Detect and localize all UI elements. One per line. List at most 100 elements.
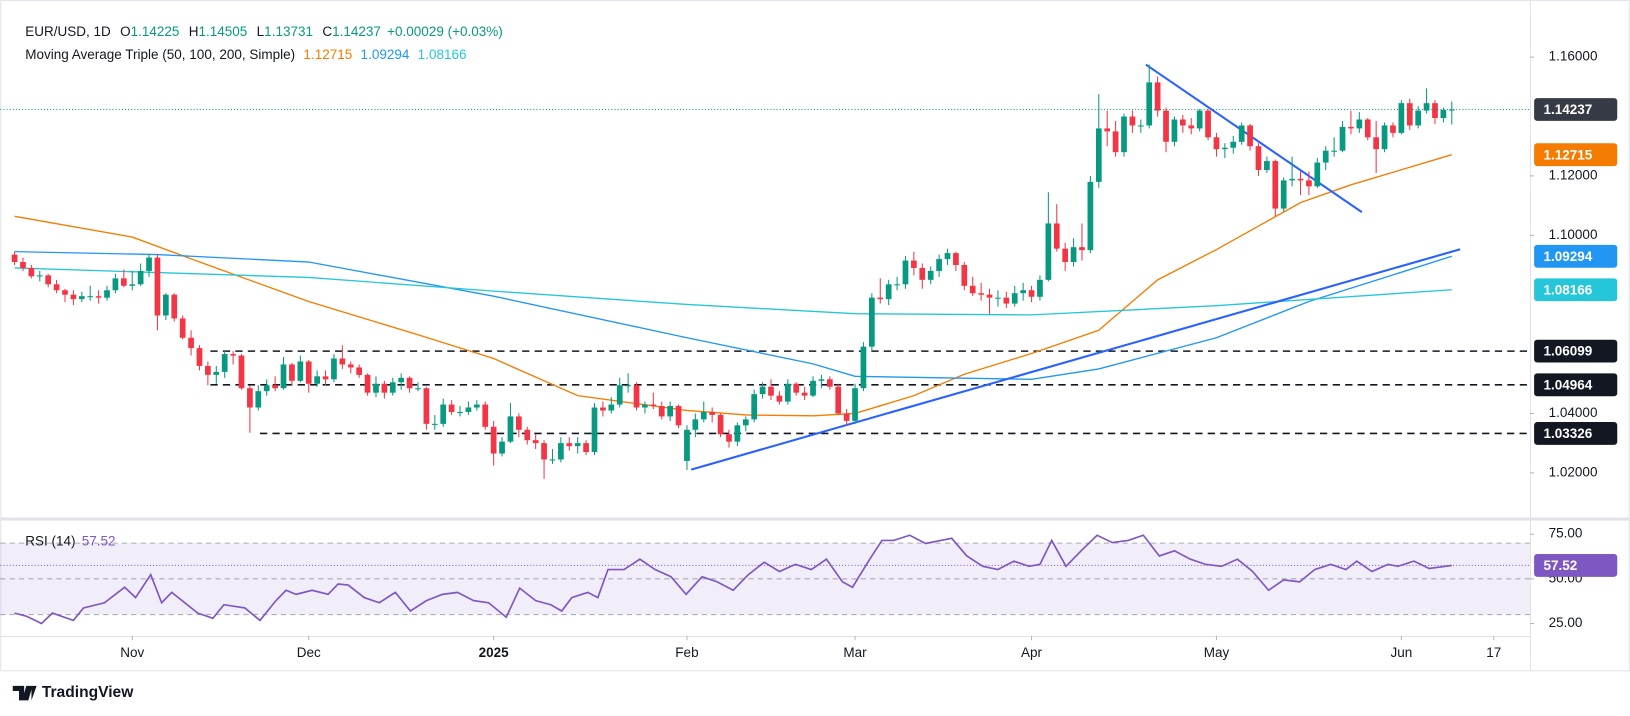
candle-body [978, 293, 984, 295]
candle-body [415, 388, 421, 390]
candle-body [431, 423, 438, 425]
price-box-label: 1.04964 [1543, 377, 1592, 392]
candle-body [87, 296, 94, 298]
ma-value: 1.08166 [418, 47, 467, 62]
candle-body [969, 285, 976, 294]
candle-body [1196, 110, 1203, 129]
candle-body [1129, 116, 1136, 126]
candle-body [356, 367, 363, 375]
ma-price-box: 1.08166 [1534, 278, 1618, 302]
candle-body [583, 443, 589, 453]
x-tick-label: Feb [675, 645, 698, 660]
candle-body [826, 379, 833, 387]
candle-body [280, 364, 287, 389]
candle-body [684, 429, 690, 461]
candle-body [129, 284, 136, 286]
candle-body [381, 383, 388, 393]
candle-body [247, 388, 253, 408]
candle-body [347, 364, 354, 368]
ohlc-letter: L [257, 24, 265, 39]
ohlc-letter: C [322, 24, 332, 39]
x-tick-label: Apr [1021, 645, 1043, 660]
moving-average-line [14, 267, 1452, 316]
rsi-value: 57.52 [82, 533, 116, 548]
candle-body [305, 361, 312, 384]
candle-body [230, 354, 236, 356]
ohlc-value: 1.14237 [332, 24, 381, 39]
candle-body [1163, 110, 1169, 142]
candle-body [406, 377, 413, 389]
moving-average-line [14, 154, 1452, 417]
rsi-legend: RSI (14) 57.52 [25, 533, 115, 548]
moving-average-line [14, 250, 1452, 380]
candle-body [1448, 109, 1455, 111]
level-price-box: 1.06099 [1534, 339, 1618, 363]
candle-body [1053, 223, 1060, 249]
ma-value: 1.12715 [303, 47, 352, 62]
candle-body [255, 391, 262, 408]
candle-body [1079, 247, 1085, 251]
candle-body [591, 407, 598, 453]
ohlc-value: 1.14505 [199, 24, 248, 39]
y-tick-label: 1.04000 [1549, 405, 1598, 420]
level-price-box: 1.04964 [1534, 373, 1618, 397]
candle-body [423, 388, 430, 424]
candle-body [490, 426, 497, 454]
chart-frame [0, 0, 1630, 672]
candle-body [11, 254, 18, 263]
candle-body [364, 374, 371, 393]
candle-body [843, 413, 850, 421]
candle-body [289, 364, 295, 381]
candle-body [1440, 110, 1447, 119]
candle-body [1037, 279, 1043, 297]
price-box [1534, 244, 1618, 268]
candle-body [104, 290, 110, 298]
candle-body [1398, 103, 1405, 133]
trend-line [1145, 63, 1363, 213]
candle-body [1230, 141, 1237, 148]
candle-body [1247, 125, 1253, 147]
price-box-label: 1.08166 [1543, 282, 1592, 297]
candle-body [558, 443, 564, 460]
candle-body [1179, 119, 1186, 126]
candle-body [373, 383, 379, 393]
candle-body [196, 348, 203, 366]
last-price-box: 1.14237 [1534, 98, 1618, 121]
price-box-label: 1.09294 [1543, 249, 1592, 264]
candle-body [1289, 178, 1295, 181]
candle-body [1314, 162, 1321, 187]
candle-body [835, 386, 842, 414]
candle-body [1188, 125, 1195, 129]
trend-line [690, 248, 1461, 471]
x-tick-label: 2025 [479, 645, 510, 660]
candle-body [742, 419, 749, 426]
candle-body [28, 267, 35, 277]
candle-body [919, 267, 926, 280]
candle-body [1255, 146, 1262, 170]
candle-body [20, 262, 26, 268]
x-tick-label: 17 [1486, 645, 1501, 660]
candle-body [600, 407, 606, 411]
candle-body [650, 404, 657, 407]
logo-icon [12, 685, 37, 701]
candle-body [1238, 125, 1245, 142]
candle-body [927, 270, 934, 280]
ma-legend: Moving Average Triple (50, 100, 200, Sim… [25, 47, 466, 62]
candle-body [642, 404, 648, 408]
candle-body [272, 385, 278, 389]
symbol: EUR/USD, 1D [25, 24, 111, 39]
candle-body [726, 434, 732, 442]
candle-body [532, 440, 539, 444]
candle-body [986, 294, 993, 298]
candle-body [566, 443, 573, 447]
candle-body [1322, 150, 1329, 163]
candle-body [1373, 137, 1380, 150]
candle-body [120, 278, 127, 286]
candle-body [1331, 150, 1337, 152]
y-tick-label: 1.02000 [1549, 464, 1598, 479]
ma-value: 1.09294 [361, 47, 410, 62]
candle-body [473, 404, 480, 408]
candle-body [524, 429, 531, 441]
